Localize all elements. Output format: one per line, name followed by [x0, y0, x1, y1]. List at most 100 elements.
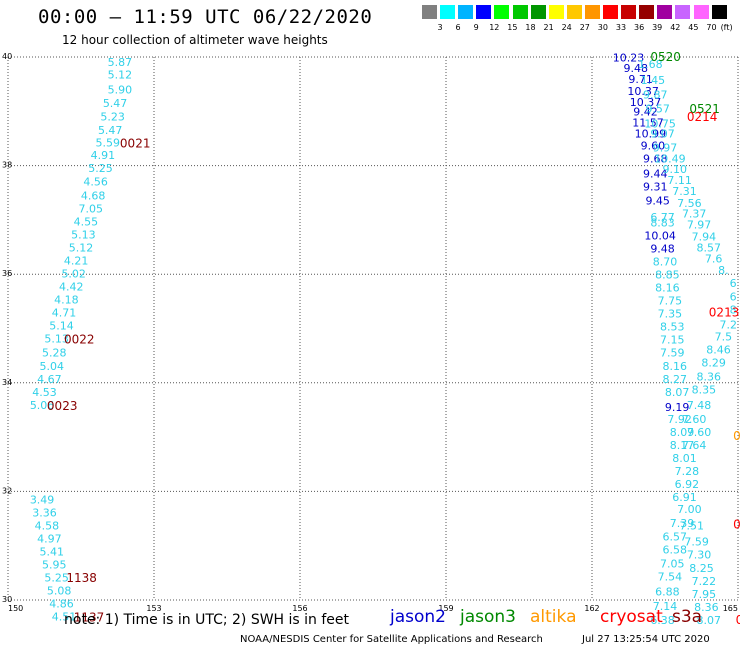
- wave-height-label: 6.92: [675, 478, 700, 491]
- y-tick-label: 38: [2, 161, 12, 170]
- wave-height-label: 1.68: [638, 58, 663, 71]
- x-tick-label: 156: [292, 604, 307, 613]
- wave-height-label: 9.57: [645, 102, 670, 115]
- wave-height-label: 7.00: [677, 503, 702, 516]
- x-tick-label: 162: [584, 604, 599, 613]
- x-tick-label: 150: [8, 604, 23, 613]
- legend-swatch: [675, 5, 691, 19]
- wave-height-label: 3.49: [30, 493, 55, 506]
- wave-height-label: 6.58: [662, 543, 687, 556]
- wave-height-label: 5.90: [108, 83, 133, 96]
- wave-height-observations: 5.875.125.905.475.235.475.594.915.254.56…: [30, 51, 737, 627]
- wave-height-label: 9.19: [665, 401, 690, 414]
- y-tick-label: 36: [2, 269, 12, 278]
- track-time-label: 1137: [74, 611, 105, 625]
- track-time-label: 0: [736, 613, 740, 627]
- y-tick-label: 40: [2, 52, 12, 61]
- wave-height-label: 6: [730, 277, 737, 290]
- wave-height-label: 4.91: [91, 149, 116, 162]
- wave-height-label: 5.25: [88, 162, 113, 175]
- satellite-s3a: s3a: [672, 607, 703, 627]
- wave-height-label: 8.27: [662, 373, 687, 386]
- wave-height-label: 6.77: [650, 211, 675, 224]
- legend-label: 30: [597, 23, 608, 32]
- legend-label: 24: [561, 23, 572, 32]
- wave-height-label: 9.45: [645, 195, 670, 208]
- wave-height-label: 8.46: [706, 343, 731, 356]
- legend-label: 9: [473, 23, 479, 32]
- wave-height-label: 5.12: [108, 69, 133, 82]
- wave-height-label: 7.48: [687, 399, 712, 412]
- wave-height-label: 7.59: [684, 536, 709, 549]
- wave-height-label: 4.18: [54, 294, 79, 307]
- wave-height-label: 9.97: [653, 141, 678, 154]
- wave-height-label: 8.57: [697, 241, 722, 254]
- wave-height-label: 7.60: [687, 426, 712, 439]
- wave-height-label: 9.10: [662, 163, 687, 176]
- legend-label: 3: [437, 23, 443, 32]
- wave-height-label: 5.06: [30, 399, 55, 412]
- legend-label: 6: [455, 23, 461, 32]
- wave-height-label: 5.08: [47, 585, 72, 598]
- legend-swatch: [422, 5, 437, 19]
- wave-height-label: 9.68: [643, 152, 668, 165]
- wave-height-label: 8.07: [665, 386, 690, 399]
- y-tick-label: 34: [2, 378, 12, 387]
- wave-height-label: 7.94: [692, 231, 717, 244]
- wave-height-label: 7.97: [687, 219, 712, 232]
- legend-label: 70: [706, 23, 717, 32]
- legend-swatch: [476, 5, 492, 19]
- legend-label: 12: [489, 23, 500, 32]
- legend-label: 33: [615, 23, 627, 32]
- wave-height-label: 9.07: [650, 127, 675, 140]
- wave-height-label: 10.37: [627, 85, 659, 98]
- legend-label: 39: [652, 23, 663, 32]
- wave-height-label: 7.05: [78, 202, 103, 215]
- legend-swatch: [494, 5, 510, 19]
- legend-label: 15: [507, 23, 518, 32]
- track-time-label: 0023: [47, 399, 78, 413]
- legend-label: 45: [688, 23, 699, 32]
- wave-height-label: 8.85: [655, 269, 680, 282]
- wave-height-label: 4.21: [64, 254, 89, 267]
- wave-height-label: 8.29: [701, 357, 726, 370]
- wave-height-label: 5.59: [96, 137, 121, 150]
- wave-height-label: 7.22: [692, 575, 717, 588]
- wave-height-label: 8.35: [692, 384, 717, 397]
- wave-height-label: 4.42: [59, 280, 84, 293]
- legend-swatch: [440, 5, 456, 19]
- wave-height-label: 8: [730, 303, 737, 316]
- legend-swatch: [548, 5, 564, 19]
- wave-height-label: 8.09: [670, 426, 695, 439]
- track-time-label: 0521: [689, 102, 720, 116]
- track-time-label: 0022: [64, 333, 95, 347]
- wave-height-label: 9.71: [628, 73, 653, 86]
- legend-swatch: [603, 5, 618, 19]
- wave-height-label: 7.60: [682, 413, 707, 426]
- wave-height-label: 5.13: [71, 228, 96, 241]
- wave-height-label: 7.59: [660, 347, 685, 360]
- wave-height-label: 9.44: [643, 168, 668, 181]
- wave-height-label: 5.02: [61, 267, 86, 280]
- wave-height-label: 7.14: [653, 600, 678, 613]
- wave-height-label: 5.28: [42, 347, 67, 360]
- wave-height-label: 5.04: [40, 360, 65, 373]
- wave-height-label: 6.57: [662, 530, 687, 543]
- wave-height-label: 7.92: [667, 413, 692, 426]
- legend-label: 42: [670, 23, 681, 32]
- legend-swatch: [512, 5, 528, 19]
- latitude-ticks: 40 38 36 34 32 30: [2, 52, 12, 604]
- wave-height-label: 6.88: [655, 586, 680, 599]
- footnote: note: 1) Time is in UTC; 2) SWH is in fe…: [64, 612, 350, 628]
- wave-height-label: 8.36: [694, 601, 719, 614]
- wave-height-label: 9.87: [643, 88, 668, 101]
- wave-height-label: 8.07: [697, 614, 722, 627]
- wave-height-label: 4.53: [32, 386, 57, 399]
- legend-swatch: [639, 5, 655, 19]
- wave-height-label: 11.57: [632, 117, 664, 130]
- wave-height-label: 5.14: [49, 320, 74, 333]
- legend-swatch: [657, 5, 673, 19]
- legend-swatch: [530, 5, 546, 19]
